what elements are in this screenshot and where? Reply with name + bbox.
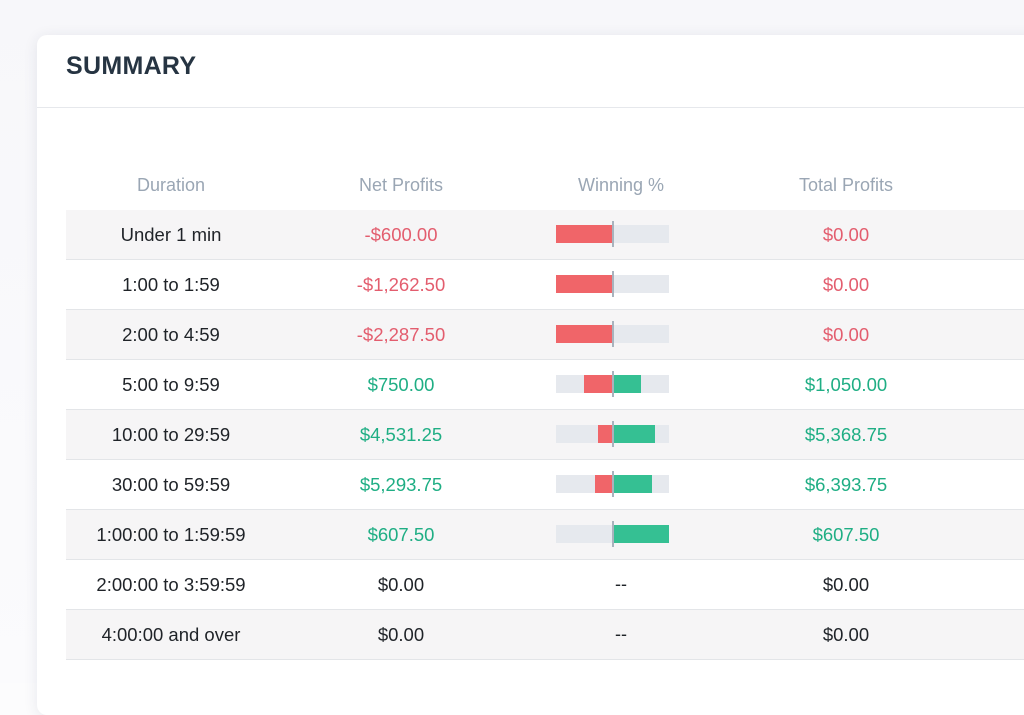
loss-segment	[584, 375, 612, 393]
duration-cell: 4:00:00 and over	[66, 624, 276, 646]
winning-pct-cell	[526, 210, 716, 259]
duration-cell: 1:00:00 to 1:59:59	[66, 524, 276, 546]
center-marker	[612, 221, 614, 247]
total-profits-cell: $607.50	[716, 524, 976, 546]
loss-segment	[595, 475, 612, 493]
table-row[interactable]: 10:00 to 29:59$4,531.25 $5,368.75	[66, 410, 1024, 460]
center-marker	[612, 371, 614, 397]
total-profits-cell: $1,050.00	[716, 374, 976, 396]
table-row[interactable]: 5:00 to 9:59$750.00 $1,050.00	[66, 360, 1024, 410]
win-segment	[612, 425, 655, 443]
winning-bar	[556, 425, 669, 443]
winning-bar	[556, 375, 669, 393]
center-marker	[612, 521, 614, 547]
column-header-total-profits[interactable]: Total Profits	[716, 175, 976, 196]
table-row[interactable]: 1:00 to 1:59-$1,262.50 $0.00	[66, 260, 1024, 310]
winning-bar	[556, 225, 669, 243]
loss-segment	[556, 275, 612, 293]
net-profits-cell: $750.00	[276, 374, 526, 396]
loss-segment	[556, 325, 612, 343]
winning-pct-cell: --	[526, 610, 716, 659]
duration-cell: 5:00 to 9:59	[66, 374, 276, 396]
winning-empty: --	[526, 624, 716, 645]
win-segment	[612, 475, 652, 493]
table-row[interactable]: 2:00:00 to 3:59:59$0.00--$0.00	[66, 560, 1024, 610]
loss-segment	[598, 425, 612, 443]
card-header: SUMMARY	[37, 35, 1024, 108]
center-marker	[612, 271, 614, 297]
net-profits-cell: -$600.00	[276, 224, 526, 246]
net-profits-cell: $0.00	[276, 624, 526, 646]
total-profits-cell: $0.00	[716, 324, 976, 346]
winning-bar	[556, 275, 669, 293]
winning-bar	[556, 475, 669, 493]
winning-pct-cell: --	[526, 560, 716, 609]
loss-segment	[556, 225, 612, 243]
net-profits-cell: $0.00	[276, 574, 526, 596]
column-header-duration[interactable]: Duration	[66, 175, 276, 196]
net-profits-cell: $607.50	[276, 524, 526, 546]
net-profits-cell: $4,531.25	[276, 424, 526, 446]
winning-pct-cell	[526, 310, 716, 359]
total-profits-cell: $0.00	[716, 224, 976, 246]
winning-empty: --	[526, 574, 716, 595]
table-header: Duration Net Profits Winning % Total Pro…	[66, 160, 1024, 210]
win-segment	[612, 375, 641, 393]
winning-pct-cell	[526, 260, 716, 309]
total-profits-cell: $6,393.75	[716, 474, 976, 496]
net-profits-cell: -$2,287.50	[276, 324, 526, 346]
column-header-winning-pct[interactable]: Winning %	[526, 175, 716, 196]
winning-pct-cell	[526, 460, 716, 509]
duration-cell: 2:00:00 to 3:59:59	[66, 574, 276, 596]
winning-bar	[556, 325, 669, 343]
duration-cell: 30:00 to 59:59	[66, 474, 276, 496]
duration-cell: 1:00 to 1:59	[66, 274, 276, 296]
winning-pct-cell	[526, 410, 716, 459]
table-row[interactable]: 1:00:00 to 1:59:59$607.50$607.50	[66, 510, 1024, 560]
total-profits-cell: $0.00	[716, 624, 976, 646]
duration-cell: Under 1 min	[66, 224, 276, 246]
duration-cell: 10:00 to 29:59	[66, 424, 276, 446]
total-profits-cell: $5,368.75	[716, 424, 976, 446]
table-row[interactable]: Under 1 min-$600.00 $0.00	[66, 210, 1024, 260]
card-title: SUMMARY	[66, 52, 196, 81]
summary-card: SUMMARY Duration Net Profits Winning % T…	[37, 35, 1024, 715]
center-marker	[612, 421, 614, 447]
total-profits-cell: $0.00	[716, 574, 976, 596]
center-marker	[612, 321, 614, 347]
duration-cell: 2:00 to 4:59	[66, 324, 276, 346]
summary-table: Duration Net Profits Winning % Total Pro…	[66, 160, 1024, 660]
table-row[interactable]: 4:00:00 and over$0.00--$0.00	[66, 610, 1024, 660]
total-profits-cell: $0.00	[716, 274, 976, 296]
center-marker	[612, 471, 614, 497]
win-segment	[612, 525, 669, 543]
winning-pct-cell	[526, 360, 716, 409]
net-profits-cell: $5,293.75	[276, 474, 526, 496]
winning-pct-cell	[526, 510, 716, 559]
net-profits-cell: -$1,262.50	[276, 274, 526, 296]
winning-bar	[556, 525, 669, 543]
table-row[interactable]: 30:00 to 59:59$5,293.75 $6,393.75	[66, 460, 1024, 510]
table-row[interactable]: 2:00 to 4:59-$2,287.50 $0.00	[66, 310, 1024, 360]
column-header-net-profits[interactable]: Net Profits	[276, 175, 526, 196]
